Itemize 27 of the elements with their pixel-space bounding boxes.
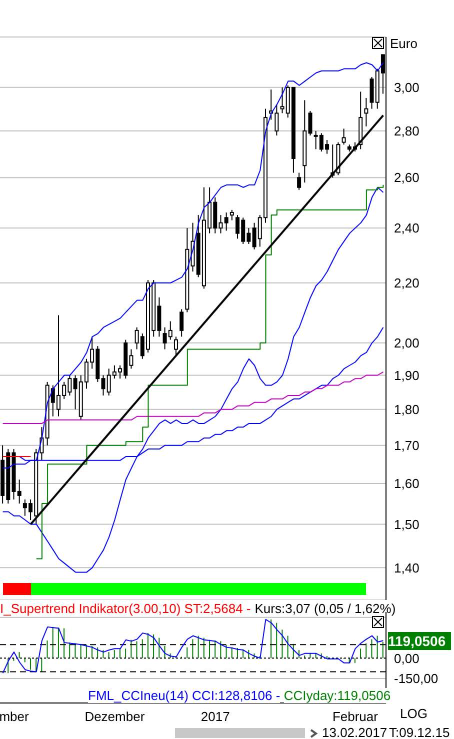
x-tick-label: mber xyxy=(0,709,30,724)
y-tick-label: 1,50 xyxy=(394,516,420,532)
y-tick-label: 2,00 xyxy=(394,336,420,351)
y-tick-label: 1,90 xyxy=(394,368,420,383)
annotation: CCIyday:119,0506 xyxy=(284,688,391,703)
annotation: I_Supertrend Indikator(3.00,10) ST:2,5684 - xyxy=(0,601,251,616)
text: 13.02.2017 xyxy=(322,725,388,739)
y-tick-label: 2,40 xyxy=(394,220,420,236)
y-tick-label: 2,20 xyxy=(394,275,420,290)
y-tick-label: 1,40 xyxy=(394,560,420,576)
y-tick-label: -150,00 xyxy=(394,671,438,686)
y-tick-label: 2,60 xyxy=(394,170,420,186)
text: 119,0506 xyxy=(388,632,451,650)
x-tick-label: Februar xyxy=(332,709,379,724)
y-axis-title: Euro xyxy=(390,36,418,51)
y-tick-label: 1,70 xyxy=(394,438,420,453)
text: T:09.12.15 xyxy=(389,725,450,739)
x-tick-label: 2017 xyxy=(200,709,230,724)
x-tick-label: Dezember xyxy=(84,709,146,724)
y-tick-label: 1,60 xyxy=(394,476,420,492)
text: LOG xyxy=(400,706,428,721)
y-tick-label: 1,80 xyxy=(394,402,420,417)
annotation: Kurs:3,07 (0,05 / 1,62%) xyxy=(254,601,396,616)
y-tick-label: 0,00 xyxy=(394,650,420,666)
annotation: FML_CCIneu(14) CCI:128,8106 - xyxy=(88,688,280,703)
y-tick-label: 3,00 xyxy=(394,80,420,96)
y-tick-label: 2,80 xyxy=(394,124,420,139)
